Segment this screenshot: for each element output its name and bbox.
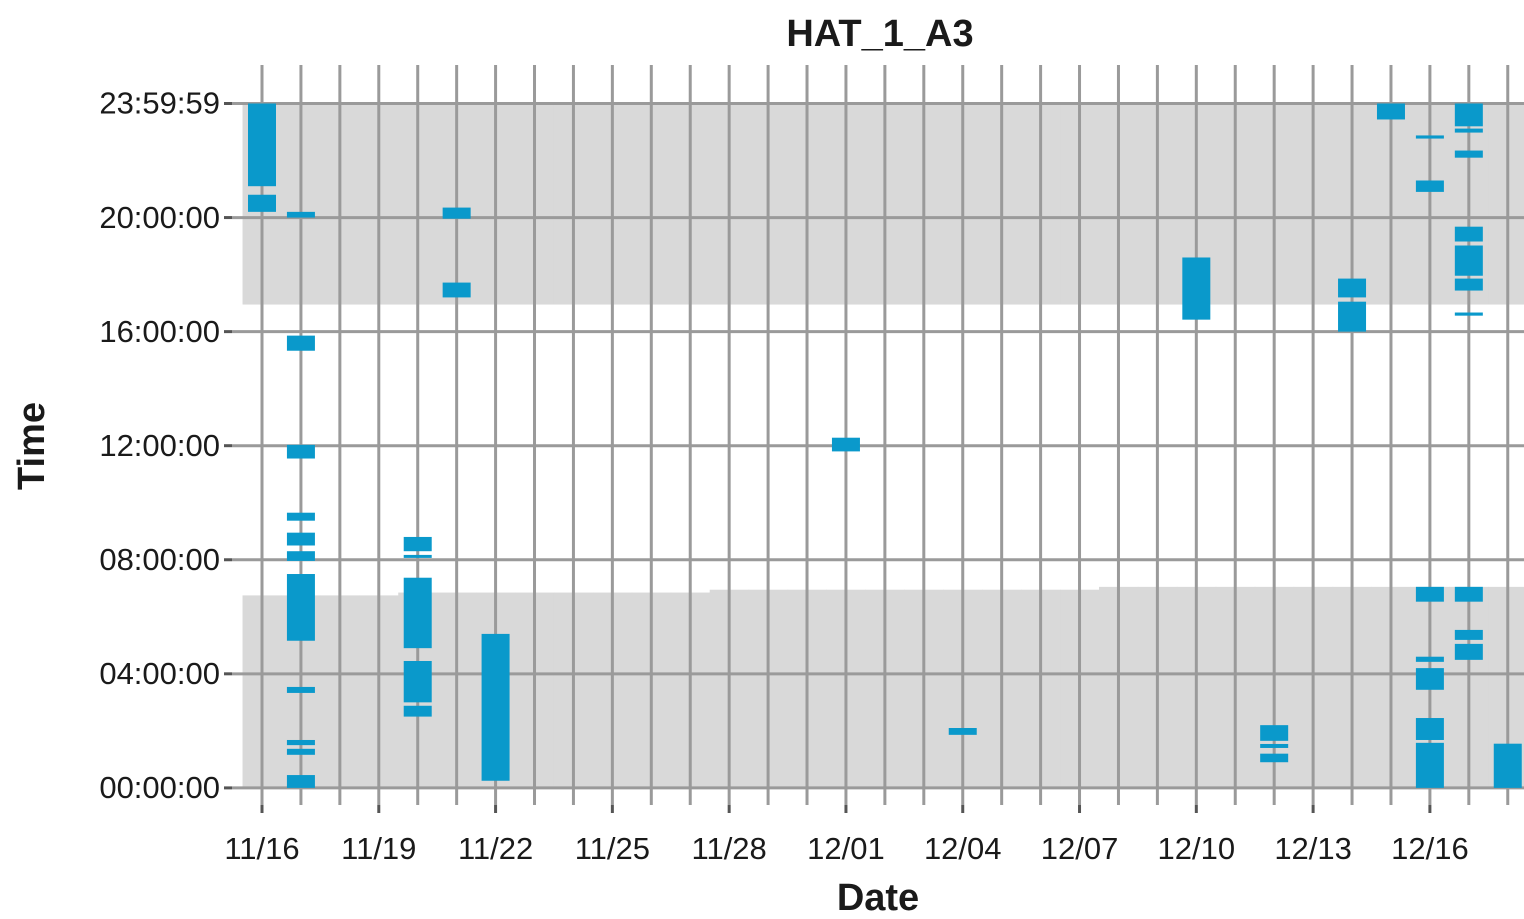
activity-bar (286, 444, 315, 459)
activity-bar (286, 211, 315, 218)
y-tick-label: 08:00:00 (99, 542, 220, 577)
activity-bar (1415, 656, 1444, 662)
chart-title: HAT_1_A3 (786, 13, 973, 55)
activity-bar (831, 437, 860, 452)
activity-bar (1454, 226, 1483, 242)
x-tick-label: 12/10 (1158, 831, 1236, 866)
y-tick-label: 20:00:00 (99, 200, 220, 235)
x-tick-label: 12/13 (1274, 831, 1352, 866)
activity-bar (1454, 128, 1483, 133)
activity-bar (1454, 103, 1483, 127)
activity-bar (1454, 312, 1483, 316)
activity-bar (286, 512, 315, 521)
activity-bar (1415, 742, 1444, 788)
activity-bar (403, 536, 432, 552)
activity-bar (1454, 629, 1483, 640)
activity-bar (1415, 135, 1444, 139)
activity-bar (1454, 643, 1483, 660)
x-tick-label: 11/22 (458, 831, 533, 866)
activity-bar (248, 103, 276, 187)
activity-bar (1454, 245, 1483, 276)
activity-bar (948, 728, 977, 735)
x-tick-label: 11/25 (575, 831, 650, 866)
x-tick-label: 12/04 (924, 831, 1002, 866)
x-tick-label: 11/28 (692, 831, 767, 866)
activity-bar (286, 532, 315, 546)
activity-bar (1454, 278, 1483, 291)
activity-bar (403, 577, 432, 649)
activity-bar (286, 574, 315, 641)
x-tick-label: 11/19 (341, 831, 416, 866)
y-tick-label: 16:00:00 (99, 314, 220, 349)
x-tick-label: 12/01 (807, 831, 885, 866)
activity-bar (1260, 743, 1289, 748)
activity-bar (286, 748, 315, 755)
y-tick-label: 04:00:00 (99, 656, 220, 691)
activity-bar (286, 551, 315, 561)
x-tick-label: 12/07 (1041, 831, 1119, 866)
activity-bar (481, 633, 510, 781)
activity-bar (442, 207, 471, 219)
activity-bar (1415, 180, 1444, 192)
activity-bar (286, 335, 315, 351)
activity-bar (1338, 278, 1367, 298)
activity-bar (1260, 753, 1289, 763)
activity-bar (1493, 743, 1522, 788)
activity-bar (1182, 257, 1211, 320)
activity-bar (286, 775, 315, 788)
activity-bar (1454, 150, 1483, 158)
activity-bar (286, 739, 315, 746)
activity-bar (403, 554, 432, 558)
activity-bar (1338, 301, 1367, 332)
activity-bar (286, 686, 315, 693)
activity (248, 103, 1522, 788)
activity-bar (403, 660, 432, 703)
activity-bar (1415, 668, 1444, 690)
y-tick-label: 23:59:59 (99, 86, 220, 121)
y-tick-label: 12:00:00 (99, 428, 220, 463)
activity-bar (1260, 725, 1289, 741)
activity-bar (403, 705, 432, 717)
activity-bar (1376, 103, 1405, 120)
x-tick-label: 11/16 (224, 831, 299, 866)
y-tick-label: 00:00:00 (99, 770, 220, 805)
x-axis-title: Date (837, 877, 919, 919)
activity-bar (1415, 718, 1444, 740)
activity-bar (248, 194, 276, 212)
activity-bar (1454, 586, 1483, 602)
x-tick-label: 12/16 (1391, 831, 1469, 866)
activity-bar (442, 282, 471, 298)
y-axis-title: Time (11, 402, 53, 490)
activity-bar (1415, 586, 1444, 602)
night-evening (1488, 103, 1524, 305)
